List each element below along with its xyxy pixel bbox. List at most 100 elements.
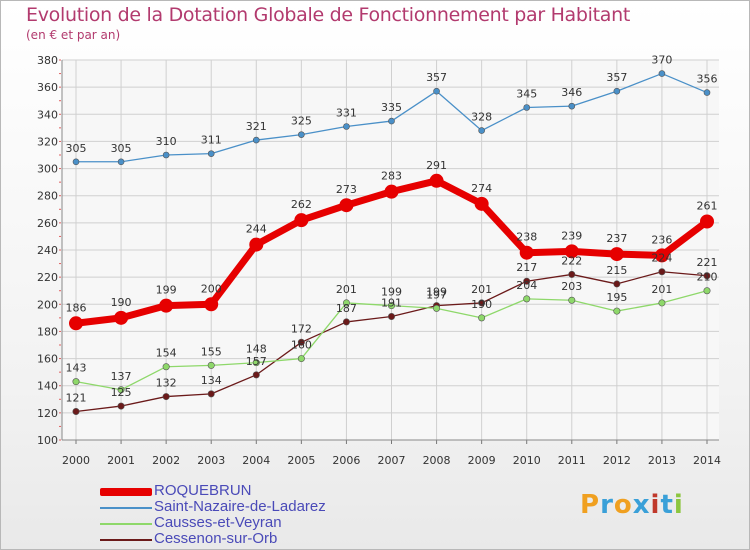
data-label: 217: [516, 261, 537, 274]
data-point: [343, 123, 350, 130]
data-point: [478, 314, 486, 322]
data-point: [613, 280, 621, 288]
data-point: [613, 307, 621, 315]
x-tick-label: 2002: [152, 454, 180, 467]
logo-letter: P: [580, 490, 601, 520]
x-tick-label: 2014: [693, 454, 721, 467]
data-label: 305: [111, 142, 132, 155]
data-point: [252, 136, 260, 144]
y-tick-label: 180: [37, 325, 58, 338]
series-2: [72, 287, 711, 394]
data-point: [342, 318, 350, 326]
x-tick-label: 2008: [423, 454, 451, 467]
data-label: 357: [426, 71, 447, 84]
data-label: 345: [516, 88, 537, 101]
data-point: [162, 151, 170, 159]
data-label: 274: [471, 182, 492, 195]
y-tick-label: 100: [37, 434, 58, 447]
data-point: [69, 316, 83, 331]
data-label: 201: [471, 283, 492, 296]
line-chart: 100 120 140 160 180 200 220 240 260 280 300 320 340 3…: [37, 54, 721, 467]
data-label: 311: [201, 134, 222, 147]
legend-label-cessenon: Cessenon-sur-Orb: [154, 530, 278, 547]
data-label: 291: [426, 159, 447, 172]
data-label: 203: [561, 280, 582, 293]
data-label: 325: [291, 115, 312, 128]
data-label: 191: [381, 297, 402, 310]
legend-swatch-roquebrun: [100, 488, 152, 496]
data-point: [207, 150, 215, 157]
data-label: 190: [111, 296, 132, 309]
y-tick-label: 280: [37, 190, 58, 203]
data-label: 215: [606, 264, 627, 277]
data-point: [204, 297, 219, 312]
data-label: 160: [291, 339, 312, 352]
data-point: [433, 87, 440, 95]
x-tick-label: 2013: [648, 454, 676, 467]
data-point: [252, 371, 260, 379]
data-point: [658, 268, 666, 276]
data-point: [568, 102, 576, 110]
data-label: 148: [246, 343, 267, 356]
data-label: 195: [606, 291, 627, 304]
data-point: [159, 298, 174, 313]
data-label: 283: [381, 170, 402, 183]
legend-swatch-causses: [100, 523, 152, 525]
data-label: 335: [381, 101, 402, 114]
proxiti-logo: Proxiti: [580, 490, 684, 520]
data-point: [658, 70, 666, 77]
chart-subtitle: (en € et par an): [26, 28, 121, 42]
data-point: [294, 213, 309, 228]
data-point: [117, 158, 125, 166]
data-label: 200: [201, 282, 222, 295]
series-3: [72, 268, 711, 415]
data-point: [384, 184, 399, 199]
x-tick-label: 2006: [332, 454, 360, 467]
data-point: [478, 127, 485, 134]
data-point: [114, 310, 129, 325]
data-label: 134: [201, 374, 222, 387]
data-point: [703, 272, 711, 280]
data-point: [478, 299, 486, 307]
data-label: 236: [651, 233, 672, 246]
data-point: [339, 198, 354, 213]
data-label: 125: [111, 386, 132, 399]
x-tick-label: 2005: [287, 454, 315, 467]
data-point: [703, 89, 711, 96]
data-label: 201: [336, 283, 357, 296]
data-point: [523, 295, 531, 303]
x-tick-label: 2010: [513, 454, 541, 467]
data-point: [703, 287, 711, 295]
data-point: [609, 247, 624, 262]
y-tick-label: 220: [37, 271, 58, 284]
data-label: 244: [246, 223, 267, 236]
y-tick-label: 160: [37, 353, 58, 366]
data-label: 224: [651, 252, 672, 265]
data-label: 199: [156, 284, 177, 297]
data-label: 210: [697, 271, 718, 284]
data-point: [72, 378, 80, 386]
data-point: [474, 196, 489, 211]
data-label: 356: [697, 73, 718, 86]
y-tick-label: 260: [37, 217, 58, 230]
data-label: 262: [291, 198, 312, 211]
data-point: [117, 386, 125, 394]
data-point: [249, 237, 264, 252]
logo-letter: i: [673, 490, 684, 520]
data-label: 132: [156, 377, 177, 390]
data-point: [568, 296, 576, 304]
y-tick-label: 380: [37, 54, 58, 67]
data-label: 155: [201, 345, 222, 358]
x-tick-label: 2000: [62, 454, 90, 467]
data-point: [162, 363, 170, 371]
data-point: [72, 407, 80, 415]
y-tick-label: 300: [37, 163, 58, 176]
data-label: 305: [66, 142, 87, 155]
data-point: [658, 299, 666, 307]
x-tick-label: 2003: [197, 454, 225, 467]
data-label: 199: [426, 286, 447, 299]
data-label: 201: [651, 283, 672, 296]
data-label: 357: [606, 71, 627, 84]
x-tick-label: 2012: [603, 454, 631, 467]
data-point: [117, 402, 125, 410]
